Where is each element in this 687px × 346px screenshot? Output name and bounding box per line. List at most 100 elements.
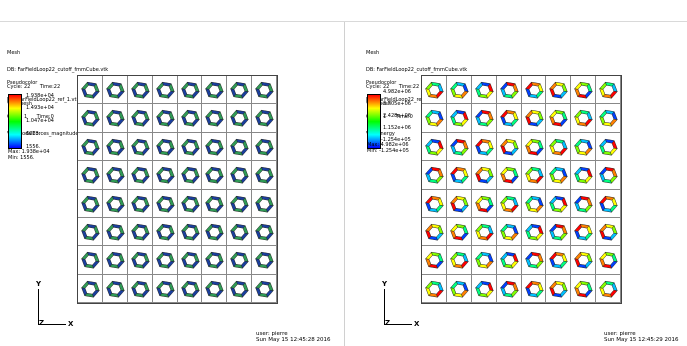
mesh-cell	[422, 274, 447, 303]
ring-mesh	[205, 81, 225, 99]
ring-mesh	[255, 223, 274, 241]
mesh-cell	[177, 132, 203, 162]
ring-mesh	[255, 195, 274, 213]
axis-y-line	[384, 289, 385, 325]
mesh-cell	[446, 189, 472, 218]
mesh-cell	[78, 189, 103, 218]
ring-mesh	[130, 195, 150, 213]
mesh-cell	[252, 246, 277, 275]
legend-label: 6013.	[26, 131, 41, 137]
ring-mesh	[130, 223, 150, 241]
mesh-cell	[127, 76, 153, 105]
ring-mesh	[524, 138, 544, 156]
ring-mesh	[205, 110, 225, 128]
ring-mesh	[499, 138, 519, 156]
mesh-cell	[252, 161, 277, 190]
ring-mesh	[549, 81, 569, 99]
ring-segment	[512, 168, 519, 178]
ring-mesh	[155, 110, 175, 128]
mesh-cell	[152, 274, 178, 303]
color-legend-bar	[8, 94, 22, 149]
ring-mesh	[230, 223, 250, 241]
ring-segment	[143, 225, 150, 234]
ring-segment	[242, 281, 249, 291]
mesh-cell	[78, 274, 103, 303]
mesh-cell	[102, 189, 128, 218]
mesh-cell	[571, 104, 597, 133]
timestamp: Sun May 15 12:45:29 2016	[604, 337, 679, 343]
ring-segment	[512, 281, 519, 291]
ring-segment	[93, 225, 100, 234]
ring-segment	[168, 225, 175, 234]
ring-mesh	[155, 223, 175, 241]
ring-segment	[218, 111, 225, 121]
mesh-cell	[496, 274, 522, 303]
ring-segment	[586, 196, 593, 206]
legend-label: 1.152e+06	[383, 125, 411, 131]
mesh-cell	[471, 246, 497, 275]
ring-segment	[586, 225, 593, 234]
ring-mesh	[574, 110, 594, 128]
toolbar-divider	[0, 21, 687, 22]
mesh-cell	[127, 189, 153, 218]
mesh-cell	[471, 217, 497, 247]
mesh-cell	[102, 76, 128, 105]
ring-segment	[267, 111, 274, 121]
mesh-cell	[546, 246, 572, 275]
ring-mesh	[524, 166, 544, 184]
ring-segment	[437, 196, 444, 206]
ring-segment	[93, 111, 100, 121]
mesh-cell	[252, 76, 277, 105]
ring-mesh	[549, 280, 569, 298]
ring-mesh	[155, 166, 175, 184]
ring-mesh	[549, 110, 569, 128]
ring-mesh	[81, 110, 100, 128]
ring-mesh	[255, 81, 274, 99]
mesh-cell	[422, 76, 447, 105]
ring-mesh	[599, 166, 618, 184]
right-viewport[interactable]: Mesh DB: FarFieldLoop22_cutoff_fmmCube.v…	[345, 22, 687, 346]
mesh-cell	[78, 161, 103, 190]
mesh-cell	[422, 104, 447, 133]
ring-segment	[437, 225, 444, 234]
ring-mesh	[574, 195, 594, 213]
mesh-cell	[202, 274, 228, 303]
ring-segment	[242, 139, 249, 149]
ring-mesh	[425, 280, 444, 298]
mesh-cell	[227, 246, 253, 275]
axis-z-label: Z	[385, 319, 391, 327]
mesh-cell	[446, 104, 472, 133]
max-min-text: Max: 1.938e+04 Min: 1556.	[8, 149, 50, 161]
ring-segment	[462, 139, 469, 149]
ring-segment	[218, 83, 225, 92]
ring-segment	[242, 83, 249, 92]
ring-mesh	[425, 110, 444, 128]
ring-segment	[267, 139, 274, 149]
ring-mesh	[105, 81, 125, 99]
mesh-cell	[227, 189, 253, 218]
ring-segment	[168, 196, 175, 206]
ring-segment	[93, 253, 100, 263]
ring-segment	[611, 196, 618, 206]
left-viewport[interactable]: Mesh DB: FarFieldLoop22_cutoff_fmmCube.v…	[0, 22, 343, 346]
ring-mesh	[549, 138, 569, 156]
ring-segment	[586, 253, 593, 263]
mesh-cell	[546, 76, 572, 105]
legend-label: 1556.	[26, 144, 41, 150]
max-text: Max: 1.938e+04	[8, 149, 50, 155]
ring-mesh	[205, 223, 225, 241]
mesh-cell	[202, 189, 228, 218]
ring-mesh	[599, 280, 618, 298]
ring-mesh	[180, 166, 200, 184]
ring-mesh	[549, 166, 569, 184]
ring-segment	[487, 83, 494, 92]
mesh-cell	[546, 104, 572, 133]
ring-segment	[437, 168, 444, 178]
ring-mesh	[105, 251, 125, 269]
ring-segment	[586, 281, 593, 291]
ring-segment	[267, 196, 274, 206]
ring-segment	[218, 281, 225, 291]
mesh-cell	[596, 217, 621, 247]
ring-segment	[437, 139, 444, 149]
min-text: Min: -1.254e+05	[367, 147, 409, 154]
